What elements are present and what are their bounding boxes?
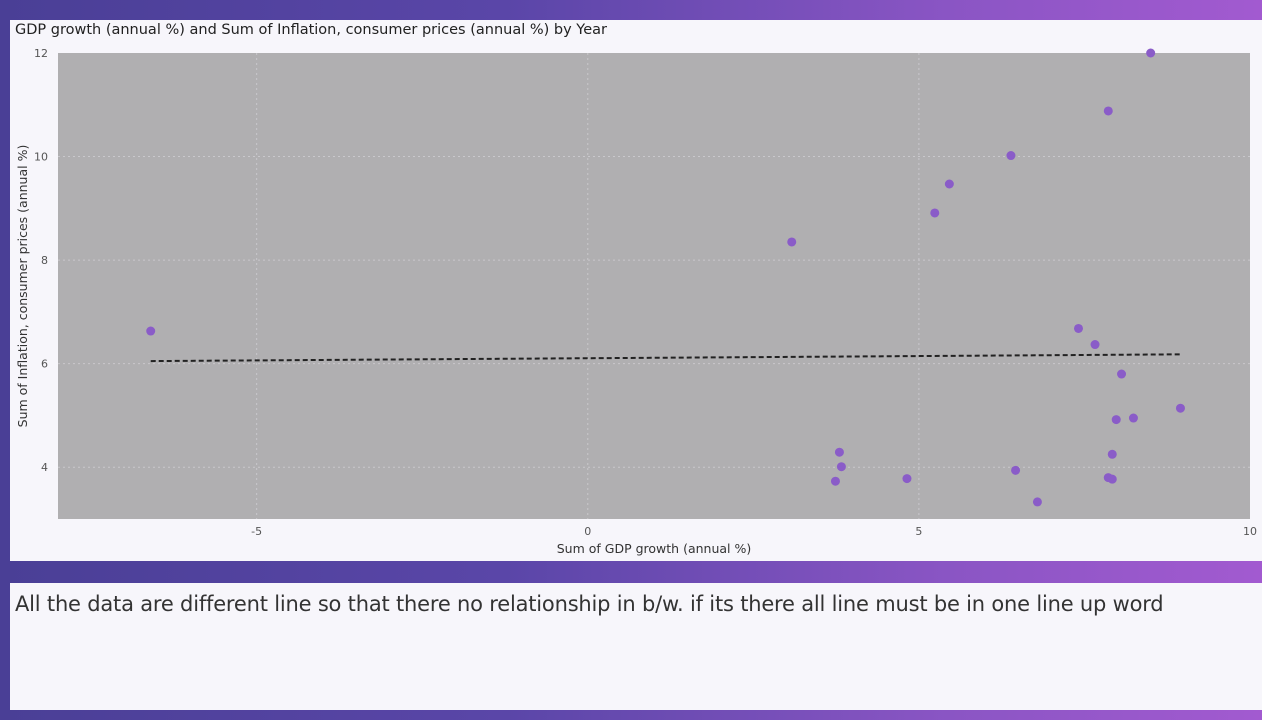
data-point <box>1146 48 1156 58</box>
data-point <box>1175 403 1185 413</box>
x-tick-label: 5 <box>915 525 922 538</box>
data-point <box>930 208 940 218</box>
y-tick-label: 8 <box>41 254 48 267</box>
x-tick-label: 10 <box>1243 525 1257 538</box>
y-tick-label: 6 <box>41 358 48 371</box>
y-axis-title: Sum of Inflation, consumer prices (annua… <box>15 145 30 428</box>
data-point <box>834 447 844 457</box>
data-point <box>902 474 912 484</box>
y-tick-label: 4 <box>41 461 48 474</box>
data-point <box>830 476 840 486</box>
comment-text: All the data are different line so that … <box>15 592 1164 616</box>
data-point <box>1103 106 1113 116</box>
data-point <box>1032 497 1042 507</box>
data-point <box>1011 465 1021 475</box>
data-point <box>146 326 156 336</box>
data-point <box>1128 413 1138 423</box>
x-tick-label: -5 <box>251 525 262 538</box>
text-panel: All the data are different line so that … <box>10 583 1262 710</box>
data-point <box>1107 449 1117 459</box>
data-point <box>1107 474 1117 484</box>
chart-title: GDP growth (annual %) and Sum of Inflati… <box>15 22 607 38</box>
data-point <box>1073 323 1083 333</box>
data-point <box>1117 369 1127 379</box>
x-axis-title: Sum of GDP growth (annual %) <box>557 541 751 556</box>
data-point <box>1006 151 1016 161</box>
data-point <box>787 237 797 247</box>
x-tick-label: 0 <box>584 525 591 538</box>
trend-line <box>150 353 1181 363</box>
y-tick-label: 10 <box>34 151 48 164</box>
data-point <box>944 179 954 189</box>
chart-panel: GDP growth (annual %) and Sum of Inflati… <box>10 20 1262 561</box>
plot-area <box>58 53 1250 519</box>
data-point <box>1090 340 1100 350</box>
data-point <box>1111 415 1121 425</box>
scatter-chart: 4 6 8 10 12 -5 0 5 10 Sum of GDP growth (annual %… <box>15 47 1257 556</box>
data-point <box>836 462 846 472</box>
y-tick-label: 12 <box>34 47 48 60</box>
